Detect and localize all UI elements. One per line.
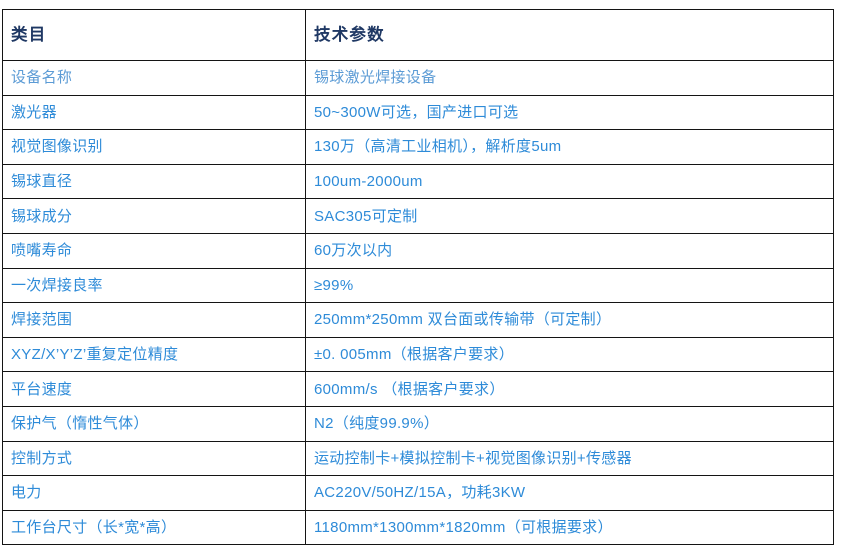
table-cell-item-text: XYZ/X’Y’Z’重复定位精度 xyxy=(11,345,179,363)
table-cell-parameter-text: N2（纯度99.9%） xyxy=(314,415,440,433)
table-cell-item-text: 视觉图像识别 xyxy=(11,138,103,156)
table-cell-parameter-text: 130万（高清工业相机），解析度5um xyxy=(314,138,562,156)
table-row: XYZ/X’Y’Z’重复定位精度 ±0. 005mm（根据客户要求） xyxy=(2,336,834,373)
table-row: 一次焊接良率 ≥99% xyxy=(2,267,834,304)
table-cell-parameter: 100um-2000um xyxy=(305,163,834,200)
table-cell-parameter: N2（纯度99.9%） xyxy=(305,405,834,442)
table-cell-parameter: 运动控制卡+模拟控制卡+视觉图像识别+传感器 xyxy=(305,440,834,477)
table-cell-item-text: 设备名称 xyxy=(11,69,73,87)
table-cell-item: 视觉图像识别 xyxy=(2,129,306,165)
table-cell-item: 电力 xyxy=(2,475,306,511)
table-cell-item-text: 保护气（惰性气体） xyxy=(11,415,149,433)
table-row: 锡球直径 100um-2000um xyxy=(2,163,834,200)
table-cell-item: 平台速度 xyxy=(2,371,306,407)
table-row: 焊接范围 250mm*250mm 双台面或传输带（可定制） xyxy=(2,302,834,338)
table-cell-item-text: 锡球直径 xyxy=(11,172,73,190)
table-row: 电力 AC220V/50HZ/15A，功耗3KW xyxy=(2,475,834,511)
table-cell-parameter: 50~300W可选，国产进口可选 xyxy=(305,94,834,131)
table-cell-item-text: 喷嘴寿命 xyxy=(11,242,73,260)
table-cell-parameter: 600mm/s （根据客户要求） xyxy=(305,371,834,407)
table-row: 保护气（惰性气体） N2（纯度99.9%） xyxy=(2,405,834,442)
table-row: 设备名称 锡球激光焊接设备 xyxy=(2,60,834,96)
specification-table: 类目 技术参数 设备名称 锡球激光焊接设备激光器 50~300W可选，国产进口可选视… xyxy=(2,9,834,546)
table-header: 类目 技术参数 xyxy=(2,9,834,61)
table-cell-parameter-text: ±0. 005mm（根据客户要求） xyxy=(314,345,515,363)
table-cell-item: 一次焊接良率 xyxy=(2,267,306,304)
table-cell-item-text: 锡球成分 xyxy=(11,207,73,225)
table-cell-parameter: 1180mm*1300mm*1820mm（可根据要求） xyxy=(305,509,834,546)
table-cell-item: 保护气（惰性气体） xyxy=(2,405,306,442)
table-header-row: 类目 技术参数 xyxy=(2,9,834,61)
table-cell-item: XYZ/X’Y’Z’重复定位精度 xyxy=(2,336,306,373)
table-cell-parameter: 130万（高清工业相机），解析度5um xyxy=(305,129,834,165)
table-cell-parameter: AC220V/50HZ/15A，功耗3KW xyxy=(305,475,834,511)
table-row: 激光器 50~300W可选，国产进口可选 xyxy=(2,94,834,131)
table-row: 平台速度 600mm/s （根据客户要求） xyxy=(2,371,834,407)
table-cell-parameter-text: 锡球激光焊接设备 xyxy=(314,69,437,87)
table-cell-parameter-text: ≥99% xyxy=(314,276,354,294)
table-cell-item-text: 激光器 xyxy=(11,103,57,121)
table-row: 喷嘴寿命 60万次以内 xyxy=(2,232,834,269)
table-row: 工作台尺寸（长*宽*高） 1180mm*1300mm*1820mm（可根据要求） xyxy=(2,509,834,546)
table-cell-item: 工作台尺寸（长*宽*高） xyxy=(2,509,306,546)
table-cell-parameter: 250mm*250mm 双台面或传输带（可定制） xyxy=(305,302,834,338)
table-cell-item-text: 平台速度 xyxy=(11,380,73,398)
table-cell-parameter: ±0. 005mm（根据客户要求） xyxy=(305,336,834,373)
table-cell-item-text: 工作台尺寸（长*宽*高） xyxy=(11,518,177,536)
table-cell-parameter-text: AC220V/50HZ/15A，功耗3KW xyxy=(314,484,526,502)
table-cell-item-text: 焊接范围 xyxy=(11,311,73,329)
column-header-parameter: 技术参数 xyxy=(305,9,834,61)
column-header-parameter-label: 技术参数 xyxy=(314,24,385,44)
table-cell-parameter-text: SAC305可定制 xyxy=(314,207,418,225)
table-cell-parameter-text: 1180mm*1300mm*1820mm（可根据要求） xyxy=(314,518,613,536)
table-cell-item: 锡球直径 xyxy=(2,163,306,200)
table-cell-item-text: 控制方式 xyxy=(11,449,73,467)
table-cell-item-text: 电力 xyxy=(11,484,42,502)
table-row: 锡球成分 SAC305可定制 xyxy=(2,198,834,234)
table-cell-parameter: 60万次以内 xyxy=(305,232,834,269)
table-cell-parameter: 锡球激光焊接设备 xyxy=(305,60,834,96)
table-row: 视觉图像识别 130万（高清工业相机），解析度5um xyxy=(2,129,834,165)
column-header-item-label: 类目 xyxy=(11,24,47,44)
table-cell-parameter: SAC305可定制 xyxy=(305,198,834,234)
table-cell-parameter: ≥99% xyxy=(305,267,834,304)
spec-table-container: 类目 技术参数 设备名称 锡球激光焊接设备激光器 50~300W可选，国产进口可选视… xyxy=(2,9,834,546)
table-row: 控制方式 运动控制卡+模拟控制卡+视觉图像识别+传感器 xyxy=(2,440,834,477)
table-cell-item: 激光器 xyxy=(2,94,306,131)
table-cell-parameter-text: 100um-2000um xyxy=(314,172,423,190)
table-cell-parameter-text: 250mm*250mm 双台面或传输带（可定制） xyxy=(314,311,612,329)
table-cell-item: 焊接范围 xyxy=(2,302,306,338)
table-cell-item-text: 一次焊接良率 xyxy=(11,276,103,294)
table-cell-parameter-text: 50~300W可选，国产进口可选 xyxy=(314,103,519,121)
table-cell-parameter-text: 60万次以内 xyxy=(314,242,393,260)
table-cell-item: 锡球成分 xyxy=(2,198,306,234)
table-cell-parameter-text: 600mm/s （根据客户要求） xyxy=(314,380,505,398)
table-body: 设备名称 锡球激光焊接设备激光器 50~300W可选，国产进口可选视觉图像识别 130… xyxy=(2,60,834,546)
table-cell-item: 喷嘴寿命 xyxy=(2,232,306,269)
table-cell-item: 设备名称 xyxy=(2,60,306,96)
table-cell-parameter-text: 运动控制卡+模拟控制卡+视觉图像识别+传感器 xyxy=(314,449,632,467)
column-header-item: 类目 xyxy=(2,9,306,61)
table-cell-item: 控制方式 xyxy=(2,440,306,477)
